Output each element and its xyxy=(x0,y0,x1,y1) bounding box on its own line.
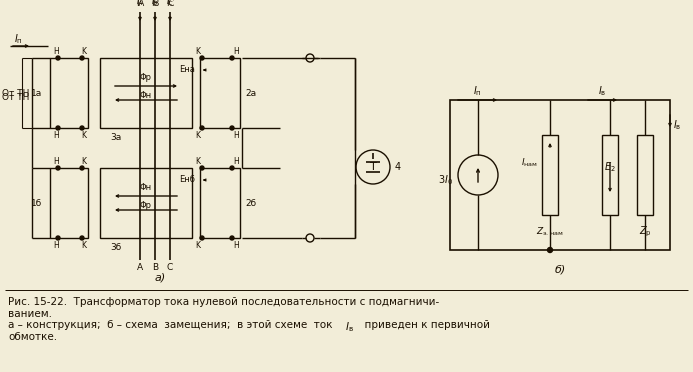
Text: $I_{\mathrm{в}}$: $I_{\mathrm{в}}$ xyxy=(598,84,606,98)
Text: H: H xyxy=(53,157,59,166)
Text: K: K xyxy=(82,241,87,250)
Bar xyxy=(50,58,88,128)
Text: IB: IB xyxy=(151,0,159,8)
Bar xyxy=(602,135,618,215)
Circle shape xyxy=(56,56,60,60)
Text: $I_{\mathrm{п}}$: $I_{\mathrm{п}}$ xyxy=(14,32,22,46)
Text: 2б: 2б xyxy=(245,199,256,208)
Text: K: K xyxy=(195,131,200,140)
Text: $I_{\!B}$: $I_{\!B}$ xyxy=(151,0,159,8)
Text: Eна: Eна xyxy=(179,65,195,74)
Text: 3б: 3б xyxy=(110,244,121,253)
Text: $Z_{\mathrm{р}}$: $Z_{\mathrm{р}}$ xyxy=(639,225,651,240)
Text: H: H xyxy=(233,46,239,55)
Text: H: H xyxy=(53,241,59,250)
Text: H: H xyxy=(53,131,59,140)
Circle shape xyxy=(200,166,204,170)
Text: Φн: Φн xyxy=(140,90,152,99)
Circle shape xyxy=(230,166,234,170)
Text: K: K xyxy=(195,241,200,250)
Circle shape xyxy=(306,54,314,62)
Text: IA: IA xyxy=(136,0,144,8)
Circle shape xyxy=(200,56,204,60)
Text: 4: 4 xyxy=(395,162,401,172)
Circle shape xyxy=(56,236,60,240)
Circle shape xyxy=(80,166,84,170)
Text: $I_{\mathrm{в}}$: $I_{\mathrm{в}}$ xyxy=(345,320,354,334)
Bar xyxy=(637,135,653,215)
Text: ванием.: ванием. xyxy=(8,309,52,319)
Text: $I_{\!A}$: $I_{\!A}$ xyxy=(137,0,143,8)
Text: $I_{\!C}$: $I_{\!C}$ xyxy=(166,0,174,8)
Text: От ТН: От ТН xyxy=(2,89,29,97)
Text: б): б) xyxy=(554,265,565,275)
Text: H: H xyxy=(53,46,59,55)
Text: $3I_0$: $3I_0$ xyxy=(438,173,453,187)
Bar xyxy=(100,58,192,128)
Text: H: H xyxy=(233,241,239,250)
Circle shape xyxy=(80,126,84,130)
Text: $I_{\mathrm{в}}$: $I_{\mathrm{в}}$ xyxy=(673,118,681,132)
Text: Рис. 15-22.  Трансформатор тока нулевой последовательности с подмагничи-: Рис. 15-22. Трансформатор тока нулевой п… xyxy=(8,297,439,307)
Text: От ТН: От ТН xyxy=(2,93,29,103)
Text: K: K xyxy=(82,157,87,166)
Text: Eнб: Eнб xyxy=(179,176,195,185)
Text: Φр: Φр xyxy=(140,74,152,83)
Text: В: В xyxy=(152,263,158,273)
Text: H: H xyxy=(233,157,239,166)
Text: обмотке.: обмотке. xyxy=(8,332,57,342)
Circle shape xyxy=(356,150,390,184)
Circle shape xyxy=(230,56,234,60)
Circle shape xyxy=(200,236,204,240)
Circle shape xyxy=(80,56,84,60)
Text: Φн: Φн xyxy=(140,183,152,192)
Text: 2а: 2а xyxy=(245,89,256,97)
Bar xyxy=(450,100,670,250)
Text: А: А xyxy=(137,263,143,273)
Circle shape xyxy=(306,234,314,242)
Text: $I_{\mathrm{п}}$: $I_{\mathrm{п}}$ xyxy=(473,84,482,98)
Text: K: K xyxy=(82,131,87,140)
Text: 3а: 3а xyxy=(110,134,121,142)
Circle shape xyxy=(200,126,204,130)
Bar xyxy=(200,168,240,238)
Bar xyxy=(100,168,192,238)
Circle shape xyxy=(547,247,552,253)
Text: 1б: 1б xyxy=(30,199,42,208)
Text: С: С xyxy=(167,263,173,273)
Text: K: K xyxy=(82,46,87,55)
Text: $Z_{\mathrm{э.нам}}$: $Z_{\mathrm{э.нам}}$ xyxy=(536,225,563,237)
Text: $I_{\mathrm{нам}}$: $I_{\mathrm{нам}}$ xyxy=(521,157,538,169)
Text: K: K xyxy=(195,46,200,55)
Circle shape xyxy=(80,236,84,240)
Circle shape xyxy=(458,155,498,195)
Circle shape xyxy=(230,126,234,130)
Text: $E_2$: $E_2$ xyxy=(604,160,616,174)
Text: Φр: Φр xyxy=(140,201,152,209)
Bar xyxy=(542,135,558,215)
Text: H: H xyxy=(233,131,239,140)
Circle shape xyxy=(56,166,60,170)
Circle shape xyxy=(230,236,234,240)
Text: IC: IC xyxy=(166,0,174,8)
Text: Т: Т xyxy=(369,162,376,172)
Text: K: K xyxy=(195,157,200,166)
Bar xyxy=(200,58,240,128)
Text: приведен к первичной: приведен к первичной xyxy=(358,320,490,330)
Text: 1а: 1а xyxy=(30,89,42,97)
Circle shape xyxy=(56,126,60,130)
Bar xyxy=(50,168,88,238)
Text: a – конструкция;  б – схема  замещения;  в этой схеме  ток: a – конструкция; б – схема замещения; в … xyxy=(8,320,335,330)
Text: а): а) xyxy=(155,273,166,283)
